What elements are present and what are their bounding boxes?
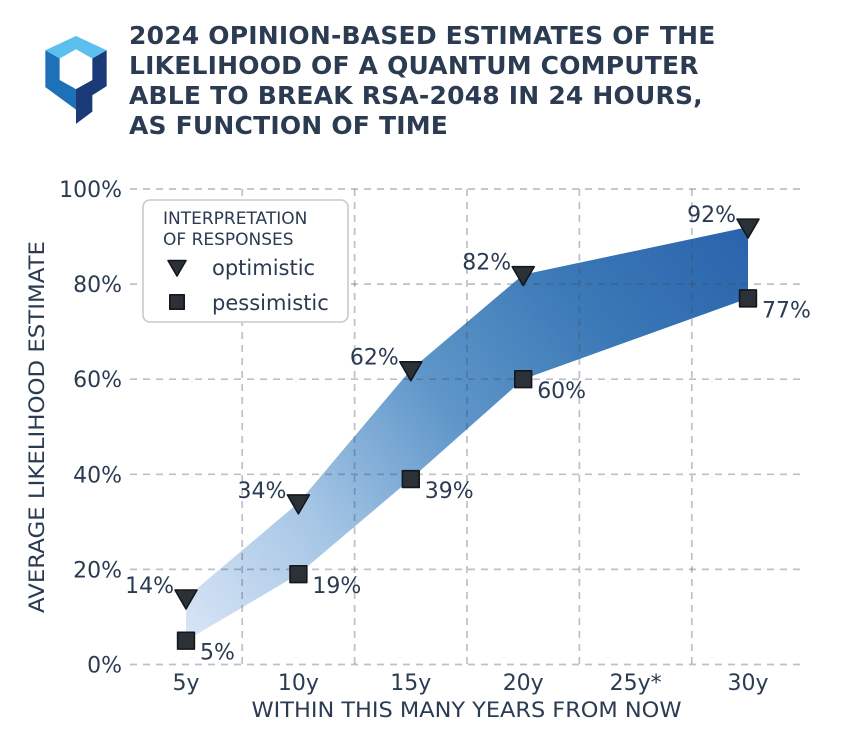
y-tick-label-100%: 100% <box>59 178 122 203</box>
y-tick-label-0%: 0% <box>87 654 122 679</box>
page-title: 2024 OPINION-BASED ESTIMATES OF THE LIKE… <box>129 21 829 141</box>
pessimistic-marker-30y <box>738 289 758 308</box>
legend-label-pessimistic: pessimistic <box>212 291 329 315</box>
y-tick-label-60%: 60% <box>73 368 122 393</box>
x-tick-label-20y: 20y <box>503 671 544 696</box>
title-line-4: AS FUNCTION OF TIME <box>129 111 449 140</box>
data-label-pessimistic-10y: 19% <box>312 574 361 599</box>
pessimistic-marker-15y <box>401 469 420 489</box>
y-tick-label-20%: 20% <box>73 558 122 583</box>
logo-right-face <box>76 50 107 124</box>
estimate-range-band <box>186 227 748 641</box>
data-label-optimistic-30y: 92% <box>687 203 736 228</box>
data-label-pessimistic-15y: 39% <box>425 479 474 504</box>
hexagon-q-logo <box>45 36 107 124</box>
data-label-pessimistic-30y: 77% <box>762 298 811 323</box>
legend-marker-optimistic <box>167 259 187 277</box>
x-tick-label-10y: 10y <box>278 671 319 696</box>
logo-top-face <box>45 36 107 59</box>
x-tick-label-15y: 15y <box>390 671 431 696</box>
pessimistic-marker-10y <box>289 564 308 584</box>
legend-marker-pessimistic <box>169 293 186 310</box>
logo-left-face <box>45 50 76 110</box>
x-tick-label-25y*: 25y* <box>610 671 662 696</box>
optimistic-marker-10y <box>286 494 311 515</box>
data-label-optimistic-10y: 34% <box>237 479 286 504</box>
figure-header: 2024 OPINION-BASED ESTIMATES OF THE LIKE… <box>0 0 860 150</box>
x-tick-label-5y: 5y <box>172 671 199 696</box>
y-tick-label-40%: 40% <box>73 463 122 488</box>
x-axis-title: WITHIN THIS MANY YEARS FROM NOW <box>252 698 682 722</box>
title-line-3: ABLE TO BREAK RSA-2048 IN 24 HOURS, <box>129 81 703 110</box>
data-label-optimistic-15y: 62% <box>350 346 399 371</box>
data-label-optimistic-20y: 82% <box>462 251 511 276</box>
pessimistic-marker-5y <box>176 631 196 650</box>
title-line-2: LIKELIHOOD OF A QUANTUM COMPUTER <box>129 51 699 80</box>
data-label-pessimistic-5y: 5% <box>200 641 235 666</box>
data-label-optimistic-5y: 14% <box>125 574 174 599</box>
optimistic-marker-20y <box>511 265 536 287</box>
legend-title-line-2: OF RESPONSES <box>163 230 294 250</box>
pessimistic-marker-20y <box>513 369 533 389</box>
data-label-pessimistic-20y: 60% <box>537 379 586 404</box>
y-tick-label-80%: 80% <box>73 273 122 298</box>
legend-title-line-1: INTERPRETATION <box>163 209 307 229</box>
legend-label-optimistic: optimistic <box>212 256 315 280</box>
optimistic-marker-30y <box>736 218 760 239</box>
title-line-1: 2024 OPINION-BASED ESTIMATES OF THE <box>129 21 716 50</box>
optimistic-marker-5y <box>174 589 198 610</box>
y-axis-title: AVERAGE LIKELIHOOD ESTIMATE <box>25 241 49 613</box>
optimistic-marker-15y <box>398 360 423 382</box>
legend-box <box>142 199 349 323</box>
x-tick-label-30y: 30y <box>727 671 768 696</box>
